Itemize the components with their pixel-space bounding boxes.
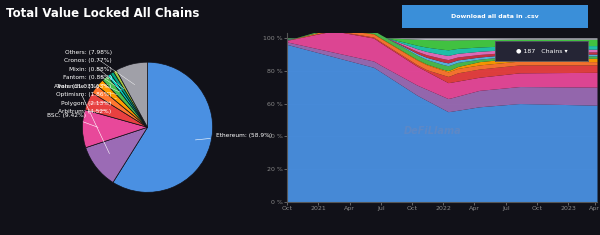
Wedge shape: [92, 86, 148, 127]
Wedge shape: [113, 62, 212, 192]
Text: Ethereum: (58.9%): Ethereum: (58.9%): [196, 133, 272, 140]
Text: DeFiLlama: DeFiLlama: [404, 126, 461, 136]
Wedge shape: [103, 76, 148, 127]
Text: Polygon: (2.13%): Polygon: (2.13%): [61, 101, 112, 106]
Wedge shape: [97, 80, 148, 127]
Text: Download all data in .csv: Download all data in .csv: [451, 14, 539, 19]
Wedge shape: [110, 72, 148, 127]
Wedge shape: [113, 70, 148, 127]
Wedge shape: [82, 110, 148, 148]
Text: BSC: (9.42%): BSC: (9.42%): [47, 113, 98, 127]
Text: Others: (7.98%): Others: (7.98%): [65, 50, 135, 85]
Text: Optimism: (1.86%): Optimism: (1.86%): [56, 92, 116, 98]
Text: Cronos: (0.77%): Cronos: (0.77%): [64, 58, 124, 89]
Text: Mixin: (0.88%): Mixin: (0.88%): [69, 67, 122, 90]
Text: Total Value Locked All Chains: Total Value Locked All Chains: [6, 7, 199, 20]
Text: Arbitrum: (4.52%): Arbitrum: (4.52%): [58, 109, 112, 114]
FancyBboxPatch shape: [392, 4, 597, 29]
Wedge shape: [85, 93, 148, 127]
Wedge shape: [107, 74, 148, 127]
Text: ● 187   Chains ▾: ● 187 Chains ▾: [515, 49, 568, 54]
Wedge shape: [86, 127, 148, 182]
Text: Fantom: (0.88%): Fantom: (0.88%): [62, 75, 120, 92]
Text: Tron: (11.03%): Tron: (11.03%): [56, 84, 109, 154]
Text: Avalanche: (1.63%): Avalanche: (1.63%): [55, 84, 117, 94]
Wedge shape: [116, 62, 148, 127]
